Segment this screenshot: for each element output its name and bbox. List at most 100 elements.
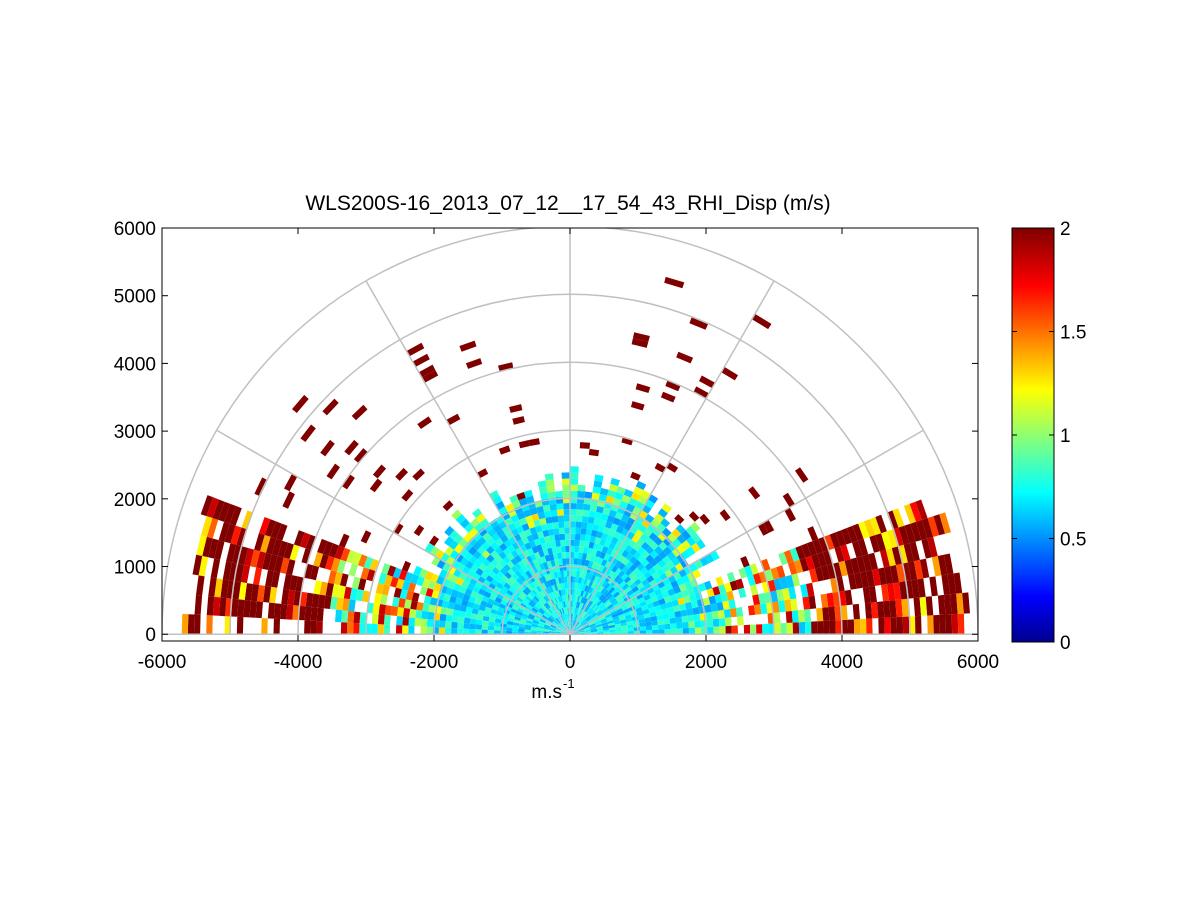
data-cell (277, 540, 288, 558)
data-cell (465, 606, 473, 614)
data-cell (638, 524, 648, 533)
data-cell (937, 594, 946, 615)
data-cell (605, 601, 612, 608)
data-cell (613, 531, 622, 540)
data-cell (662, 537, 673, 547)
data-cell (672, 538, 682, 548)
data-cell (371, 613, 379, 625)
data-cell (375, 582, 385, 595)
data-cell (779, 576, 789, 590)
data-cell (208, 538, 219, 559)
data-cell (404, 599, 412, 609)
data-cell (731, 625, 738, 635)
data-cell (538, 550, 545, 558)
data-cell (535, 564, 542, 572)
data-cell (575, 515, 583, 522)
data-cell (325, 582, 334, 597)
data-cell (269, 586, 278, 604)
data-cell (526, 534, 534, 543)
data-cell (610, 597, 617, 604)
data-cell (478, 527, 488, 537)
data-cell (523, 489, 533, 498)
data-cell (476, 593, 484, 601)
data-cell (504, 605, 512, 612)
data-cell (542, 548, 549, 556)
data-cell (595, 584, 602, 591)
data-cell (662, 555, 672, 565)
data-cell (757, 522, 769, 536)
data-cell (549, 579, 554, 586)
data-cell (602, 597, 609, 604)
data-cell (627, 624, 634, 629)
data-cell (886, 510, 899, 530)
data-cell (214, 540, 225, 560)
data-cell (575, 614, 579, 621)
data-cell (590, 588, 596, 595)
data-cell (642, 608, 650, 615)
data-cell (458, 610, 466, 618)
data-cell (529, 507, 538, 516)
data-cell (615, 539, 624, 548)
data-cell (616, 486, 626, 495)
data-cell (243, 600, 251, 618)
data-cell (648, 591, 657, 599)
data-cell (510, 583, 518, 591)
data-cell (549, 592, 554, 600)
data-cell (510, 514, 520, 523)
data-cell (349, 587, 358, 601)
data-cell (565, 545, 570, 553)
data-cell (676, 622, 683, 629)
data-cell (525, 622, 532, 626)
data-cell (470, 590, 479, 599)
data-cell (589, 594, 595, 602)
data-cell (863, 519, 876, 537)
data-cell (609, 629, 616, 633)
data-cell (574, 546, 580, 553)
data-cell (196, 535, 207, 556)
data-cell (962, 592, 970, 614)
data-cell (463, 628, 470, 635)
data-cell (181, 613, 189, 635)
data-cell (564, 533, 570, 540)
data-cell (541, 597, 547, 604)
data-cell (565, 594, 569, 602)
data-cell (526, 603, 534, 610)
data-cell (634, 603, 642, 610)
data-cell (588, 448, 600, 457)
data-cell (559, 602, 563, 609)
data-cell (617, 610, 624, 616)
data-cell (641, 558, 650, 567)
x-axis-label-superscript: -1 (563, 676, 575, 691)
data-cell (823, 534, 835, 551)
data-cell (676, 351, 694, 364)
data-cell (525, 495, 535, 504)
data-cell (684, 601, 693, 610)
data-cell (673, 605, 681, 612)
data-cell (267, 602, 276, 619)
data-cell (444, 546, 454, 557)
data-cell (539, 607, 546, 614)
data-cell (477, 554, 487, 564)
data-cell (738, 587, 747, 598)
data-cell (463, 551, 473, 561)
data-cell (560, 539, 566, 547)
data-cell (490, 541, 499, 551)
data-cell (488, 621, 495, 627)
data-cell (615, 626, 622, 630)
data-cell (327, 570, 337, 584)
data-cell (662, 613, 670, 620)
data-cell (643, 612, 651, 619)
data-cell (590, 574, 596, 582)
data-cell (925, 596, 934, 616)
data-cell (606, 603, 614, 610)
data-cell (559, 533, 566, 541)
data-cell (506, 620, 514, 626)
data-cell (544, 574, 550, 582)
data-cell (521, 600, 529, 607)
data-cell (402, 625, 409, 635)
data-cell (860, 571, 869, 588)
data-cell (643, 570, 652, 579)
data-cell (555, 577, 560, 585)
data-cell (483, 591, 492, 599)
data-cell (627, 627, 634, 632)
